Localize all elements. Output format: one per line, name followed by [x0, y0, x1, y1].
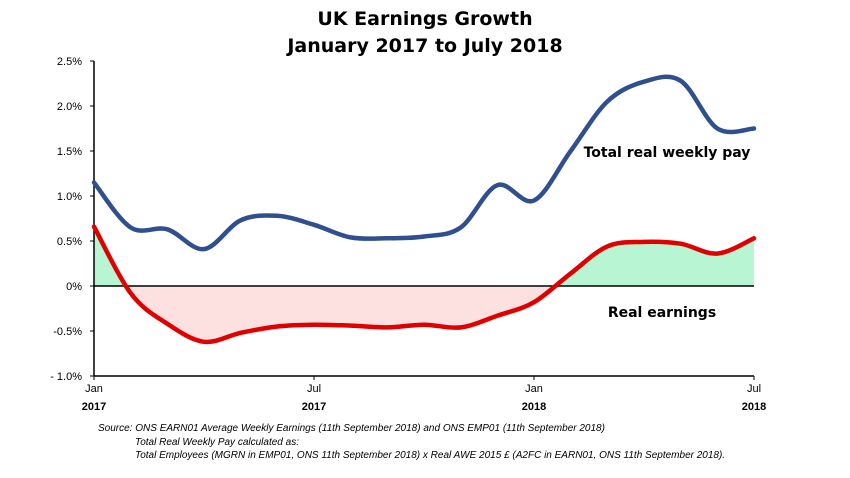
source-line-2: Total Real Weekly Pay calculated as: — [135, 436, 299, 448]
x-tick-year-label: 2017 — [82, 401, 106, 413]
axes — [90, 60, 755, 380]
chart-title: UK Earnings Growth — [317, 8, 533, 30]
tick-labels: 2.5%2.0%1.5%1.0%0.5%0%-0.5%- 1.0%Jan2017… — [50, 56, 766, 413]
x-tick-month-label: Jul — [307, 383, 321, 395]
x-tick-month-label: Jan — [525, 383, 543, 395]
annotations: Total real weekly pay Real earnings — [584, 145, 751, 321]
chart-subtitle: January 2017 to July 2018 — [287, 35, 563, 57]
source-note: Source: ONS EARN01 Average Weekly Earnin… — [98, 422, 838, 463]
chart-title-block: UK Earnings Growth January 2017 to July … — [0, 6, 850, 60]
x-tick-year-label: 2018 — [522, 401, 546, 413]
real-earnings-line — [91, 224, 757, 345]
y-tick-label: 2.5% — [57, 56, 82, 68]
x-tick-year-label: 2017 — [302, 401, 326, 413]
total-real-weekly-pay-line — [91, 74, 757, 252]
x-tick-year-label: 2018 — [742, 401, 766, 413]
source-line-1: Source: ONS EARN01 Average Weekly Earnin… — [98, 423, 605, 434]
annotation-real-earnings: Real earnings — [608, 305, 716, 321]
source-line-3: Total Employees (MGRN in EMP01, ONS 11th… — [135, 450, 726, 461]
x-tick-month-label: Jul — [747, 383, 761, 395]
series-lines — [91, 74, 757, 345]
y-tick-label: -0.5% — [53, 326, 82, 338]
positive-area-fill — [94, 226, 754, 286]
y-tick-label: 0.5% — [57, 236, 82, 248]
y-tick-label: 2.0% — [57, 101, 82, 113]
y-tick-label: - 1.0% — [50, 371, 82, 383]
y-tick-label: 1.0% — [57, 191, 82, 203]
y-tick-label: 1.5% — [57, 146, 82, 158]
x-tick-month-label: Jan — [85, 383, 103, 395]
earnings-chart: 2.5%2.0%1.5%1.0%0.5%0%-0.5%- 1.0%Jan2017… — [50, 56, 766, 413]
annotation-total-real-weekly-pay: Total real weekly pay — [584, 145, 751, 161]
y-tick-label: 0% — [66, 281, 82, 293]
